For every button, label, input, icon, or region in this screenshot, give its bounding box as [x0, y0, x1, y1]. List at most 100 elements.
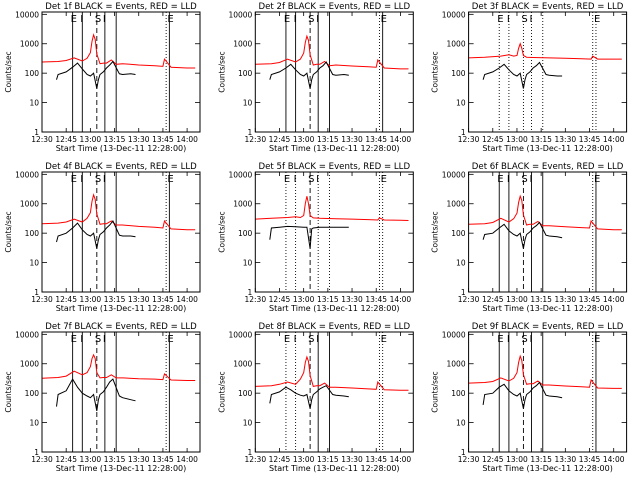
- y-tick-label: 10: [29, 419, 39, 428]
- x-tick-label: 12:30: [458, 455, 480, 464]
- x-tick-label: 14:00: [603, 295, 625, 304]
- y-axis-label: Counts/sec: [4, 51, 13, 92]
- event-marker-label: S: [521, 174, 527, 185]
- y-tick-label: 10: [243, 99, 253, 108]
- x-tick-label: 13:45: [152, 135, 174, 144]
- x-tick-label: 13:30: [555, 295, 577, 304]
- x-tick-label: 12:45: [482, 295, 504, 304]
- x-tick-label: 12:45: [55, 455, 77, 464]
- x-tick-label: 12:45: [55, 135, 77, 144]
- x-tick-label: 12:45: [269, 455, 291, 464]
- events-series-line: [269, 225, 349, 249]
- x-tick-label: 12:45: [482, 455, 504, 464]
- event-marker-label: I: [294, 174, 297, 185]
- plot-frame: [41, 171, 201, 293]
- lld-series-line: [41, 193, 196, 231]
- event-marker-label: E: [71, 174, 77, 185]
- lld-series-line: [255, 196, 409, 221]
- plot-frame: [254, 11, 414, 133]
- y-tick-label: 10000: [15, 10, 39, 19]
- x-tick-label: 13:30: [341, 295, 363, 304]
- event-marker-label: S: [308, 14, 314, 25]
- x-tick-label: 13:15: [317, 135, 339, 144]
- panel-title: Det 3f BLACK = Events, RED = LLD: [472, 2, 624, 12]
- event-marker-label: I: [316, 174, 319, 185]
- y-axis-label: Counts/sec: [431, 51, 440, 92]
- x-tick-label: 13:15: [104, 455, 126, 464]
- event-marker-label: I: [80, 14, 83, 25]
- event-marker-label: E: [71, 334, 77, 345]
- panel-title: Det 7f BLACK = Events, RED = LLD: [45, 322, 197, 332]
- y-tick-label: 10000: [228, 10, 252, 19]
- event-marker-label: E: [381, 14, 387, 25]
- plot-frame: [254, 331, 414, 453]
- y-tick-label: 10000: [228, 330, 252, 339]
- x-tick-label: 12:30: [244, 135, 266, 144]
- y-tick-label: 10000: [442, 170, 466, 179]
- lld-series-line: [468, 194, 622, 231]
- y-tick-label: 100: [238, 69, 253, 78]
- event-marker-label: S: [95, 334, 101, 345]
- x-tick-label: 13:30: [128, 455, 150, 464]
- plot-frame: [468, 11, 628, 133]
- x-tick-label: 13:30: [555, 455, 577, 464]
- x-tick-label: 12:45: [482, 135, 504, 144]
- event-marker-label: I: [507, 174, 510, 185]
- y-tick-label: 10000: [442, 10, 466, 19]
- x-tick-label: 13:00: [506, 135, 528, 144]
- event-marker-label: I: [316, 334, 319, 345]
- lld-series-line: [255, 355, 409, 391]
- event-marker-label: E: [284, 174, 290, 185]
- x-tick-label: 13:45: [579, 135, 601, 144]
- y-axis-label: Counts/sec: [4, 371, 13, 412]
- event-marker-label: E: [497, 334, 503, 345]
- event-marker-label: S: [95, 174, 101, 185]
- x-axis-label: Start Time (13-Dec-11 12:28:00): [269, 144, 400, 153]
- x-tick-label: 14:00: [176, 295, 198, 304]
- event-marker-label: E: [594, 174, 600, 185]
- x-tick-label: 13:00: [293, 135, 315, 144]
- lld-series-line: [468, 354, 622, 389]
- events-series-line: [482, 381, 563, 409]
- lld-series-line: [41, 33, 196, 69]
- y-axis-label: Counts/sec: [217, 51, 226, 92]
- event-marker-label: I: [80, 174, 83, 185]
- plot-frame: [41, 11, 201, 133]
- y-tick-label: 1000: [447, 40, 466, 49]
- events-series-line: [269, 385, 349, 409]
- x-tick-label: 14:00: [603, 455, 625, 464]
- events-series-line: [269, 61, 349, 89]
- y-tick-label: 10: [243, 419, 253, 428]
- panel-title: Det 6f BLACK = Events, RED = LLD: [472, 162, 624, 172]
- y-tick-label: 1000: [447, 200, 466, 209]
- x-tick-label: 13:30: [341, 455, 363, 464]
- y-axis-label: Counts/sec: [217, 371, 226, 412]
- y-tick-label: 1: [248, 128, 253, 137]
- event-marker-label: I: [316, 14, 319, 25]
- x-axis-label: Start Time (13-Dec-11 12:28:00): [56, 304, 187, 313]
- x-tick-label: 12:45: [269, 295, 291, 304]
- x-axis-label: Start Time (13-Dec-11 12:28:00): [56, 464, 187, 473]
- y-tick-label: 1: [461, 128, 466, 137]
- x-tick-label: 13:15: [317, 295, 339, 304]
- y-tick-label: 10: [29, 259, 39, 268]
- y-axis-label: Counts/sec: [4, 211, 13, 252]
- events-series-line: [56, 220, 136, 249]
- event-marker-label: I: [103, 174, 106, 185]
- panel-title: Det 1f BLACK = Events, RED = LLD: [45, 2, 197, 12]
- x-tick-label: 13:00: [293, 295, 315, 304]
- y-tick-label: 1: [461, 448, 466, 457]
- plot-frame: [41, 331, 201, 453]
- x-tick-label: 13:00: [80, 295, 102, 304]
- x-tick-label: 14:00: [176, 455, 198, 464]
- x-tick-label: 13:45: [579, 455, 601, 464]
- x-tick-label: 14:00: [176, 135, 198, 144]
- event-marker-label: S: [521, 334, 527, 345]
- x-tick-label: 14:00: [603, 135, 625, 144]
- lld-series-line: [41, 353, 196, 381]
- events-series-line: [482, 61, 563, 89]
